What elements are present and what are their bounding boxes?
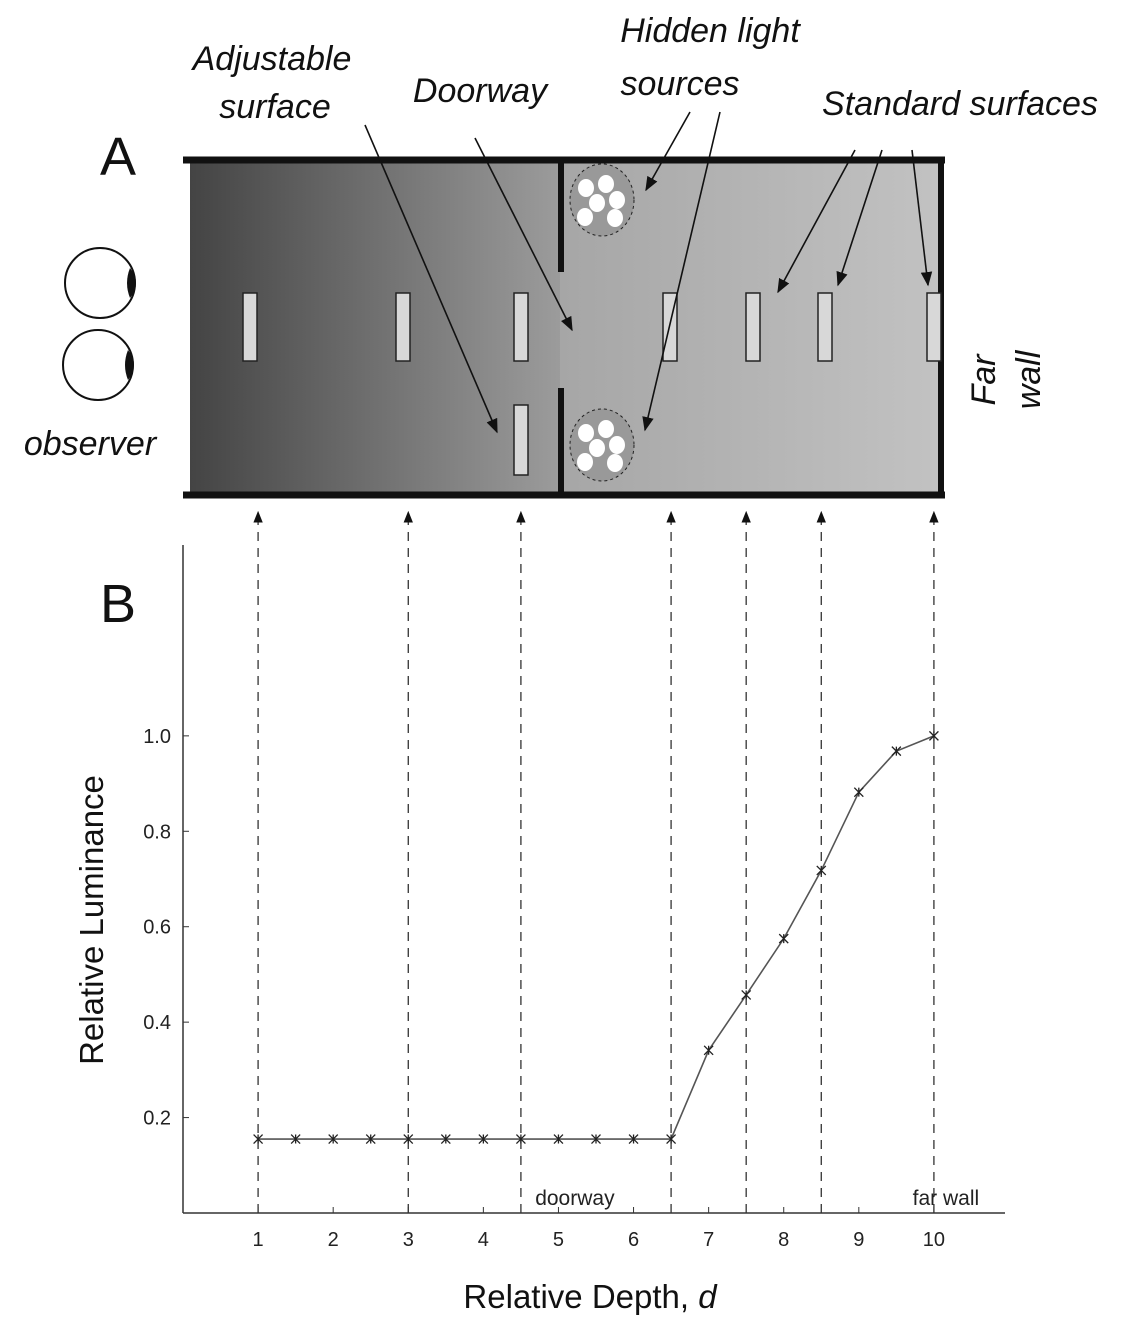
surface bbox=[513, 292, 529, 362]
data-point bbox=[365, 1134, 376, 1144]
panel-label: B bbox=[100, 574, 136, 634]
adjustable-surface bbox=[513, 404, 529, 476]
panel-label: A bbox=[100, 127, 136, 187]
y-tick-label: 1.0 bbox=[143, 726, 171, 748]
data-point bbox=[816, 865, 827, 876]
label: wall bbox=[1010, 349, 1048, 409]
label: Hidden light bbox=[620, 12, 801, 50]
data-point bbox=[628, 1134, 639, 1144]
data-point bbox=[515, 1134, 526, 1144]
x-tick-label: 10 bbox=[923, 1229, 945, 1251]
chart: B Relative Luminance Relative Depth, d bbox=[73, 545, 1005, 1315]
arrow bbox=[645, 111, 691, 192]
light-source bbox=[569, 163, 635, 237]
y-tick-label: 0.8 bbox=[143, 821, 171, 843]
arrow bbox=[474, 137, 573, 332]
data-point bbox=[591, 1134, 601, 1144]
data-point bbox=[741, 989, 752, 1000]
arrow bbox=[911, 149, 933, 287]
data-point bbox=[403, 1134, 414, 1144]
label: Doorway bbox=[413, 72, 549, 110]
x-tick-label: 9 bbox=[853, 1229, 864, 1251]
data-point bbox=[666, 1134, 677, 1144]
arrow bbox=[777, 149, 856, 294]
annotation: doorway bbox=[535, 1187, 615, 1210]
data-point bbox=[853, 787, 864, 798]
y-axis-title: Relative Luminance bbox=[73, 775, 110, 1065]
data-point bbox=[440, 1134, 451, 1144]
x-tick-label: 3 bbox=[403, 1229, 414, 1251]
surface bbox=[242, 292, 258, 362]
data-point bbox=[478, 1134, 489, 1144]
data-point bbox=[253, 1134, 264, 1144]
label: sources bbox=[620, 65, 739, 103]
room-diagram: A Adjustable surface Doorway Hidden ligh… bbox=[24, 12, 1098, 499]
data-point bbox=[553, 1134, 564, 1144]
surface bbox=[745, 292, 761, 362]
x-tick-label: 1 bbox=[253, 1229, 264, 1251]
y-tick-label: 0.6 bbox=[143, 917, 171, 939]
label: surface bbox=[219, 88, 331, 126]
label: observer bbox=[24, 425, 158, 463]
surface bbox=[395, 292, 411, 362]
y-tick-label: 0.2 bbox=[143, 1108, 171, 1130]
arrow bbox=[364, 124, 498, 434]
label: Adjustable bbox=[191, 40, 352, 78]
annotation: far wall bbox=[913, 1187, 980, 1210]
x-tick-label: 2 bbox=[328, 1229, 339, 1251]
light-source bbox=[569, 408, 635, 482]
surface bbox=[926, 292, 942, 362]
eye bbox=[62, 329, 134, 401]
data-point bbox=[290, 1134, 301, 1144]
x-tick-label: 5 bbox=[553, 1229, 564, 1251]
x-tick-label: 4 bbox=[478, 1229, 489, 1251]
eye bbox=[64, 247, 136, 319]
x-axis-title-text: Relative Depth, bbox=[463, 1278, 689, 1315]
data-point bbox=[328, 1134, 339, 1144]
data-point bbox=[928, 730, 939, 741]
x-tick-label: 8 bbox=[778, 1229, 789, 1251]
data-line bbox=[258, 735, 935, 1140]
data-point bbox=[778, 933, 789, 944]
y-tick-label: 0.4 bbox=[143, 1012, 171, 1034]
surface bbox=[817, 292, 833, 362]
x-axis-title: Relative Depth, d bbox=[463, 1278, 718, 1315]
x-axis-variable: d bbox=[698, 1278, 718, 1315]
x-tick-label: 6 bbox=[628, 1229, 639, 1251]
arrow bbox=[642, 111, 721, 432]
label: Standard surfaces bbox=[822, 85, 1098, 123]
data-point bbox=[891, 746, 902, 757]
arrow bbox=[836, 149, 883, 287]
data-point bbox=[703, 1045, 714, 1056]
x-tick-label: 7 bbox=[703, 1229, 714, 1251]
label: Far bbox=[965, 353, 1003, 406]
